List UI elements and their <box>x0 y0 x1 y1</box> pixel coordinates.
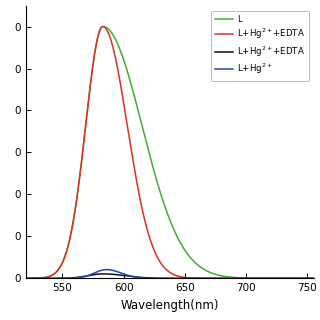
L+Hg$^{2+}$ <box>101 25 105 28</box>
L+Hg$^{2+}$+EDTA <box>74 276 77 280</box>
L <box>147 276 150 280</box>
Line: L+Hg$^{2+}$+EDTA: L+Hg$^{2+}$+EDTA <box>26 27 314 278</box>
L+Hg$^{2+}$+EDTA <box>105 268 108 271</box>
L+Hg$^{2+}$+EDTA <box>57 276 60 280</box>
L+Hg$^{2+}$+EDTA <box>275 276 279 280</box>
L+Hg$^{2+}$+EDTA <box>24 276 28 280</box>
L+Hg$^{2+}$+EDTA <box>147 276 150 280</box>
L <box>24 276 28 280</box>
Legend: L, L+Hg$^{2+}$+EDTA, L+Hg$^{2+}$+EDTA, L+Hg$^{2+}$: L, L+Hg$^{2+}$+EDTA, L+Hg$^{2+}$+EDTA, L… <box>211 11 309 81</box>
L+Hg$^{2+}$+EDTA <box>134 177 138 180</box>
Line: L+Hg$^{2+}$: L+Hg$^{2+}$ <box>26 27 314 278</box>
L+Hg$^{2+}$+EDTA <box>306 276 310 280</box>
L+Hg$^{2+}$ <box>74 205 77 209</box>
L <box>275 276 279 280</box>
L+Hg$^{2+}$ <box>24 276 28 280</box>
L+Hg$^{2+}$+EDTA <box>74 205 77 209</box>
L <box>101 272 105 276</box>
Line: L+Hg$^{2+}$+EDTA: L+Hg$^{2+}$+EDTA <box>26 269 314 278</box>
X-axis label: Wavelength(nm): Wavelength(nm) <box>120 299 219 312</box>
L+Hg$^{2+}$+EDTA <box>24 276 28 280</box>
L+Hg$^{2+}$ <box>147 149 150 153</box>
L+Hg$^{2+}$ <box>57 268 60 271</box>
L+Hg$^{2+}$ <box>306 276 310 280</box>
L+Hg$^{2+}$+EDTA <box>312 276 316 280</box>
L+Hg$^{2+}$+EDTA <box>147 233 150 236</box>
L+Hg$^{2+}$+EDTA <box>57 268 60 271</box>
L <box>306 276 310 280</box>
L <box>57 276 60 280</box>
L+Hg$^{2+}$+EDTA <box>134 275 138 279</box>
L+Hg$^{2+}$+EDTA <box>306 276 310 280</box>
L <box>312 276 316 280</box>
L+Hg$^{2+}$+EDTA <box>101 25 105 28</box>
L <box>134 275 138 279</box>
L <box>74 276 77 279</box>
L+Hg$^{2+}$+EDTA <box>312 276 316 280</box>
L+Hg$^{2+}$ <box>275 276 279 280</box>
L+Hg$^{2+}$ <box>134 101 138 105</box>
L+Hg$^{2+}$ <box>312 276 316 280</box>
Line: L: L <box>26 274 314 278</box>
L+Hg$^{2+}$+EDTA <box>275 276 279 280</box>
